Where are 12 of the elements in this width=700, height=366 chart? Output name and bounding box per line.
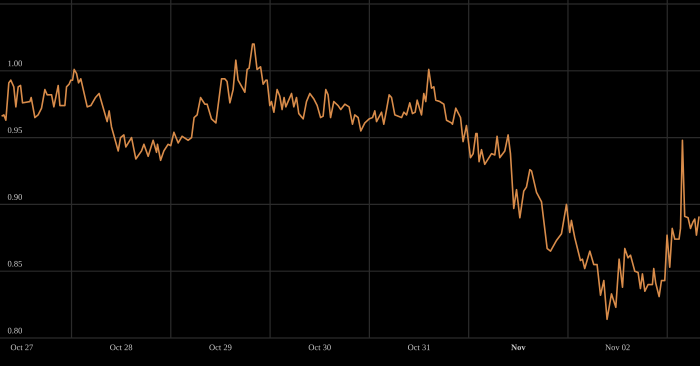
x-tick-label: Oct 29 [209,344,232,350]
y-tick-label: 0.85 [8,260,22,267]
x-tick-label: Oct 30 [308,344,331,350]
x-tick-label: Nov 02 [605,344,630,350]
y-tick-label: 0.90 [8,194,22,200]
x-tick-label: Oct 31 [408,344,430,350]
x-tick-label: Nov [511,344,526,350]
x-tick-label: Oct 28 [110,344,132,350]
y-tick-label: 1.00 [8,60,22,66]
x-tick-label: Oct 27 [10,344,34,350]
y-tick-label: 0.95 [8,127,22,134]
y-tick-label: 0.80 [8,328,22,334]
